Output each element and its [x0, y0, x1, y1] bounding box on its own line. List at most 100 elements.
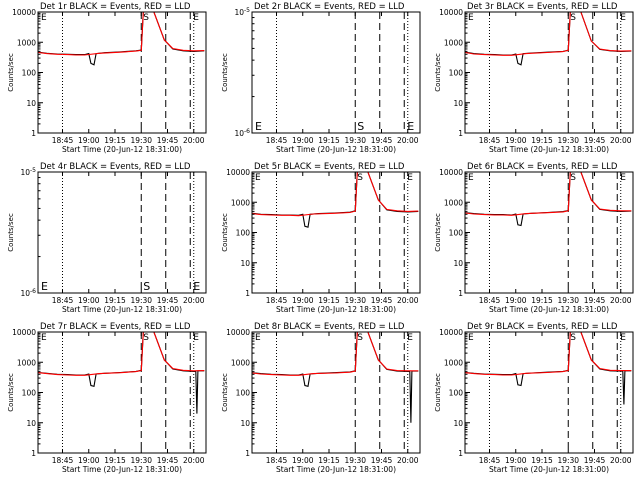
x-axis-label: Start Time (20-Jun-12 18:31:00) [489, 465, 609, 474]
panel-det-8: Det 8r BLACK = Events, RED = LLD 18:45 19:… [221, 322, 421, 474]
x-tick-label: 19:45 [584, 136, 606, 145]
panel-det-9: Det 9r BLACK = Events, RED = LLD 18:45 19:… [434, 322, 634, 474]
y-axis-label: Counts/sec [221, 373, 229, 412]
flag-letter-start: E [468, 13, 474, 23]
x-tick-label: 20:00 [610, 456, 632, 465]
y-axis-label: Counts/sec [434, 373, 442, 412]
x-tick-label: 18:45 [266, 296, 288, 305]
flag-letter-s: S [143, 280, 150, 293]
y-tick-label: 10000 [439, 328, 463, 337]
y-tick-label: 1000 [444, 358, 463, 367]
series-line-lld [38, 331, 205, 376]
y-tick-label: 1000 [17, 358, 36, 367]
x-tick-label: 19:30 [130, 136, 152, 145]
flag-letter-s: S [570, 13, 576, 23]
x-axis-label: Start Time (20-Jun-12 18:31:00) [489, 145, 609, 154]
y-tick-label: 10 [453, 419, 463, 428]
y-axis-label: Counts/sec [7, 213, 15, 252]
panel-title: Det 5r BLACK = Events, RED = LLD [254, 162, 405, 172]
y-tick-label: 10000 [226, 168, 250, 177]
plot-frame [37, 171, 207, 294]
x-tick-label: 19:15 [531, 136, 553, 145]
series-line-lld [465, 171, 632, 216]
flag-letter-s: S [143, 13, 149, 23]
flag-letter-e: E [193, 333, 199, 343]
series-line-lld [252, 331, 419, 376]
y-tick-label: 1 [458, 289, 463, 298]
x-tick-label: 20:00 [397, 296, 419, 305]
plot-frame [37, 11, 207, 134]
flag-letter-start: E [41, 333, 47, 343]
y-axis-label: Counts/sec [221, 53, 229, 92]
y-tick-label: 1 [458, 449, 463, 458]
plot-frame [251, 171, 421, 294]
flag-letter-start: E [255, 120, 262, 133]
y-tick-label: 100 [449, 69, 464, 78]
y-tick-label: 10-5 [234, 7, 250, 17]
y-tick-label: 1000 [444, 198, 463, 207]
x-tick-label: 19:00 [78, 456, 100, 465]
x-tick-label: 19:15 [104, 136, 126, 145]
panel-title: Det 4r BLACK = Events, RED = LLD [40, 162, 191, 172]
x-tick-label: 20:00 [397, 136, 419, 145]
y-tick-label: 1000 [231, 198, 250, 207]
y-axis-label: Counts/sec [221, 213, 229, 252]
series-line-events [465, 331, 632, 405]
x-tick-label: 19:15 [104, 456, 126, 465]
panel-det-6: Det 6r BLACK = Events, RED = LLD 18:45 19:… [434, 162, 634, 314]
panel-det-4: Det 4r BLACK = Events, RED = LLD 18:45 19:… [7, 162, 207, 314]
x-tick-label: 20:00 [610, 136, 632, 145]
panel-det-1: Det 1r BLACK = Events, RED = LLD 18:45 19:… [7, 2, 207, 154]
y-axis-label: Counts/sec [7, 53, 15, 92]
x-axis-label: Start Time (20-Jun-12 18:31:00) [276, 145, 396, 154]
y-axis-label: Counts/sec [434, 53, 442, 92]
x-tick-label: 20:00 [183, 136, 205, 145]
x-tick-label: 18:45 [479, 136, 501, 145]
x-tick-label: 19:30 [557, 136, 579, 145]
y-tick-label: 1 [31, 129, 36, 138]
x-axis-label: Start Time (20-Jun-12 18:31:00) [276, 305, 396, 314]
x-tick-label: 19:30 [557, 296, 579, 305]
y-tick-label: 10 [240, 419, 250, 428]
x-tick-label: 19:15 [318, 136, 340, 145]
x-tick-label: 19:45 [371, 136, 393, 145]
series-line-lld [465, 11, 632, 56]
x-tick-label: 18:45 [479, 296, 501, 305]
flag-letter-start: E [468, 173, 474, 183]
flag-letter-start: E [255, 333, 261, 343]
plot-frame [37, 331, 207, 454]
panel-title: Det 3r BLACK = Events, RED = LLD [467, 2, 618, 12]
y-tick-label: 100 [22, 389, 37, 398]
y-tick-label: 10000 [439, 8, 463, 17]
y-tick-label: 1000 [444, 38, 463, 47]
flag-letter-s: S [357, 120, 364, 133]
flag-letter-s: S [357, 173, 363, 183]
panel-title: Det 9r BLACK = Events, RED = LLD [467, 322, 618, 332]
x-tick-label: 19:30 [344, 136, 366, 145]
y-tick-label: 1000 [17, 38, 36, 47]
y-tick-label: 10 [453, 259, 463, 268]
x-tick-label: 18:45 [479, 456, 501, 465]
x-axis-label: Start Time (20-Jun-12 18:31:00) [62, 465, 182, 474]
x-tick-label: 19:15 [531, 296, 553, 305]
x-tick-label: 19:30 [344, 456, 366, 465]
series-line-events [252, 331, 419, 423]
flag-letter-e: E [407, 173, 413, 183]
x-axis-label: Start Time (20-Jun-12 18:31:00) [276, 465, 396, 474]
series-line-events [465, 171, 632, 227]
flag-letter-s: S [357, 333, 363, 343]
flag-letter-e: E [620, 333, 626, 343]
plot-frame [464, 11, 634, 134]
x-tick-label: 19:45 [584, 456, 606, 465]
x-tick-label: 19:45 [157, 456, 179, 465]
x-tick-label: 19:45 [371, 456, 393, 465]
x-tick-label: 20:00 [610, 296, 632, 305]
y-tick-label: 100 [236, 229, 251, 238]
x-tick-label: 19:15 [531, 456, 553, 465]
x-tick-label: 19:45 [371, 296, 393, 305]
plot-frame [251, 331, 421, 454]
x-tick-label: 19:15 [104, 296, 126, 305]
x-tick-label: 19:00 [78, 136, 100, 145]
x-tick-label: 19:15 [318, 456, 340, 465]
